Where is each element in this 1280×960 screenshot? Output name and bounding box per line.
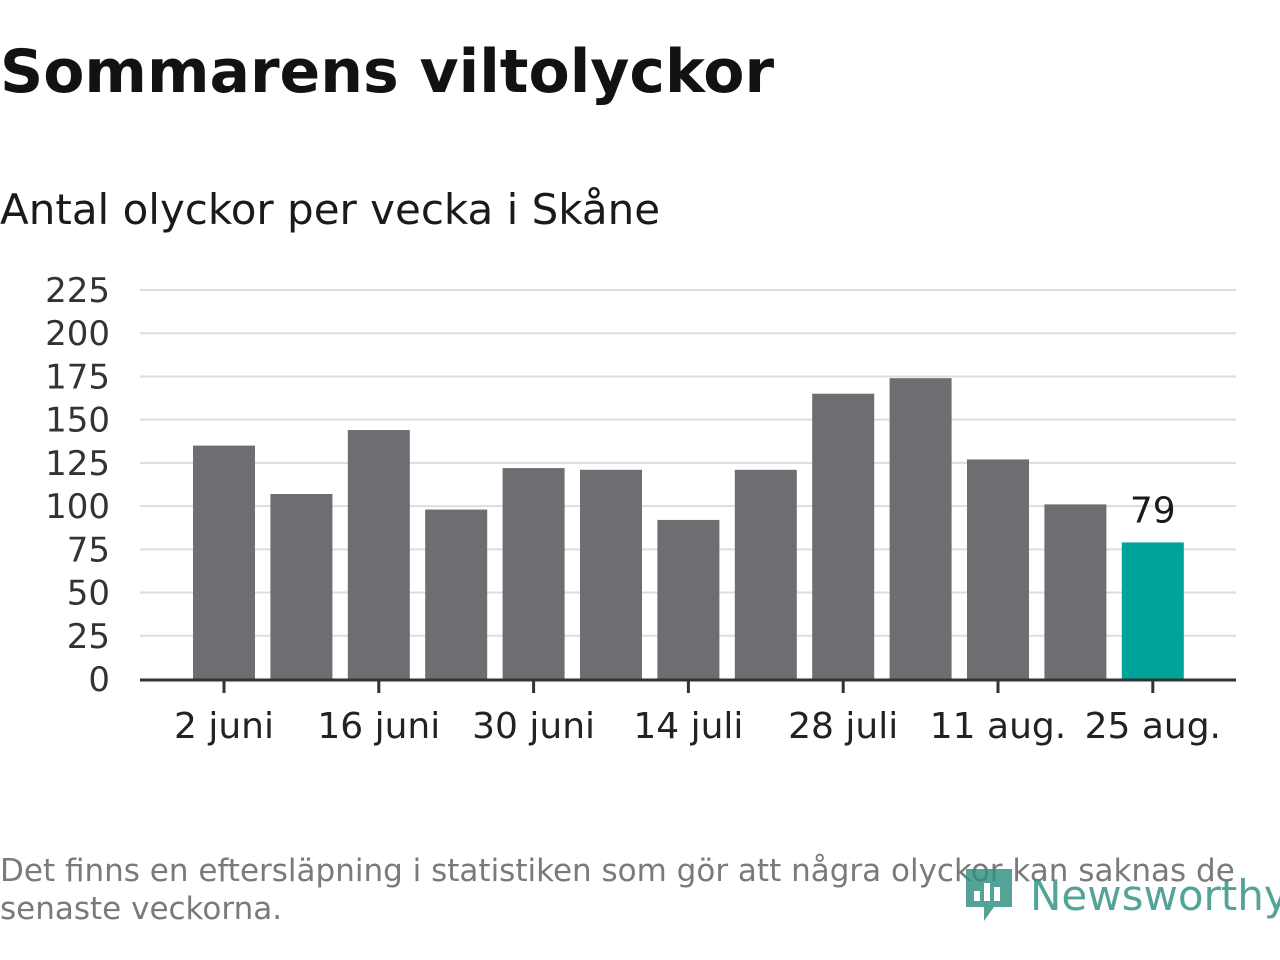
bar: [580, 469, 642, 679]
chart-subtitle: Antal olyckor per vecka i Skåne: [0, 185, 661, 234]
bar: [657, 519, 720, 679]
y-tick-label: 125: [45, 444, 110, 484]
x-tick-label: 16 juni: [317, 706, 440, 747]
y-tick-label: 75: [67, 530, 110, 570]
y-tick-label: 50: [67, 574, 110, 614]
newsworthy-logo: Newsworthy: [962, 862, 1280, 928]
y-tick-label: 150: [45, 401, 110, 441]
bar: [347, 430, 410, 679]
x-tick-label: 2 juni: [174, 706, 274, 747]
y-tick-label: 225: [45, 271, 110, 311]
bar: [425, 509, 488, 679]
bar: [1044, 504, 1107, 679]
bar: [270, 494, 333, 679]
y-tick-label: 0: [88, 660, 110, 700]
bar: [193, 445, 255, 679]
bars: [193, 378, 1184, 679]
y-tick-label: 200: [45, 314, 110, 354]
bar: [889, 378, 952, 679]
bar: [1121, 542, 1184, 679]
y-tick-label: 25: [67, 617, 110, 657]
x-tick-label: 14 juli: [633, 706, 743, 747]
bar: [812, 393, 875, 679]
x-axis-ticks: 2 juni 16 juni 30 juni 14 juli 28 juli 11 aug…: [174, 680, 1221, 747]
x-tick-label: 25 aug.: [1085, 706, 1221, 747]
x-tick-label: 30 juni: [472, 706, 595, 747]
y-tick-label: 175: [45, 357, 110, 397]
bar: [967, 459, 1029, 679]
data-label: 79: [1130, 490, 1176, 531]
newsworthy-logo-text: Newsworthy: [1030, 870, 1280, 920]
x-tick-label: 28 juli: [788, 706, 898, 747]
x-tick-label: 11 aug.: [930, 706, 1066, 747]
y-tick-label: 100: [45, 487, 110, 527]
footnote: Det finns en eftersläpning i statistiken…: [0, 853, 1235, 927]
chart-title: Sommarens viltolyckor: [0, 37, 775, 107]
bar: [734, 469, 797, 679]
bar: [502, 468, 565, 679]
data-labels: 79: [1130, 490, 1176, 531]
newsworthy-logo-icon: [966, 869, 1012, 921]
